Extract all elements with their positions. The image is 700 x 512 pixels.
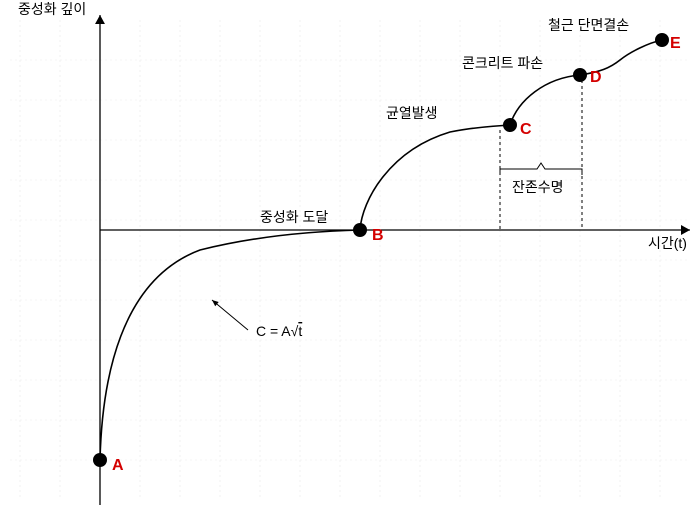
point-A bbox=[93, 453, 107, 467]
formula-sqrt-arg: t bbox=[298, 323, 302, 339]
formula-text: C = A√t bbox=[256, 323, 302, 339]
annotation-C: 균열발생 bbox=[386, 105, 438, 121]
point-E bbox=[655, 33, 669, 47]
y-axis-label: 중성화 깊이 bbox=[18, 1, 86, 17]
point-D bbox=[573, 68, 587, 82]
point-C bbox=[503, 118, 517, 132]
residual-life-label: 잔존수명 bbox=[512, 179, 564, 195]
annotation-E: 철근 단면결손 bbox=[548, 17, 629, 33]
x-axis-label: 시간(t) bbox=[648, 235, 687, 251]
annotation-D: 콘크리트 파손 bbox=[462, 55, 543, 71]
point-label-D: D bbox=[590, 69, 602, 86]
point-B bbox=[353, 223, 367, 237]
point-label-C: C bbox=[520, 121, 532, 138]
point-label-E: E bbox=[670, 35, 681, 52]
formula-prefix: C = A bbox=[256, 323, 291, 339]
annotation-B: 중성화 도달 bbox=[260, 209, 328, 225]
point-label-A: A bbox=[112, 457, 124, 474]
point-label-B: B bbox=[372, 227, 384, 244]
